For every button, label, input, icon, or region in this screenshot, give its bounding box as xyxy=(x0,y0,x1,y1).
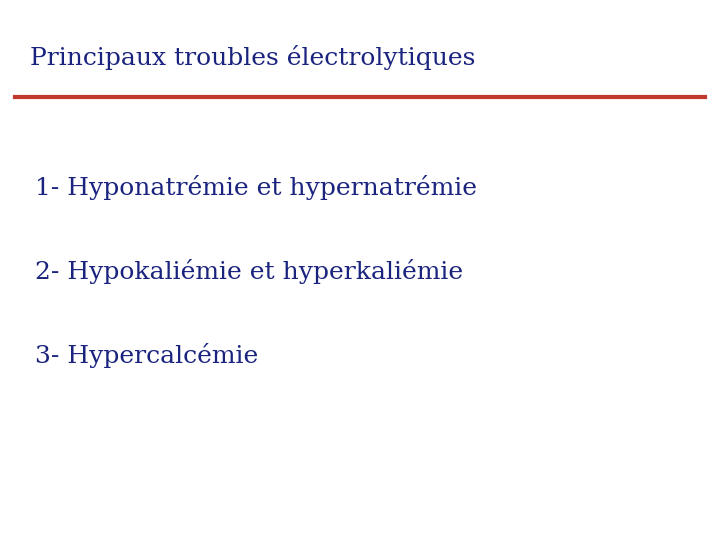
Text: Principaux troubles électrolytiques: Principaux troubles électrolytiques xyxy=(30,45,475,71)
Text: 2- Hypokaliémie et hyperkaliémie: 2- Hypokaliémie et hyperkaliémie xyxy=(35,260,463,285)
Text: 1- Hyponatrémie et hypernatrémie: 1- Hyponatrémie et hypernatrémie xyxy=(35,176,477,200)
Text: 3- Hypercalcémie: 3- Hypercalcémie xyxy=(35,343,258,368)
